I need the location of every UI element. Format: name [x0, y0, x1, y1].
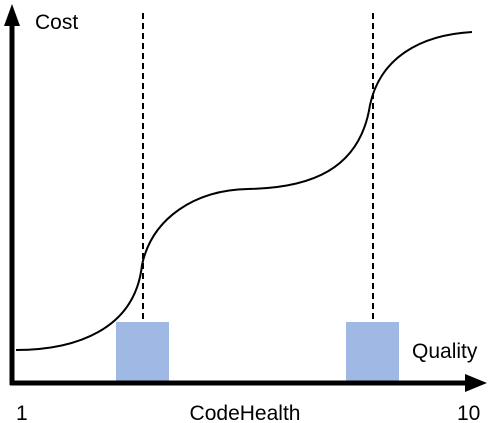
y-axis-label: Cost [35, 11, 78, 34]
x-min-label: 1 [16, 402, 28, 423]
marker-box-left [116, 322, 169, 383]
marker-box-right [346, 322, 399, 383]
x-axis-title: CodeHealth [190, 402, 301, 423]
x-axis-arrow-icon [465, 374, 487, 392]
x-max-label: 10 [457, 402, 480, 423]
y-axis-arrow-icon [4, 4, 20, 26]
x-axis-quality-label: Quality [412, 340, 478, 363]
cost-curve [15, 31, 473, 351]
